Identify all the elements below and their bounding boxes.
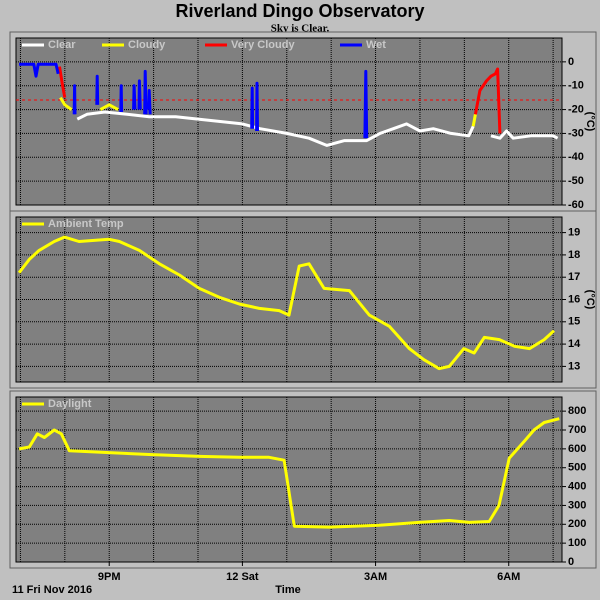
y-tick-label: 600 [568,443,586,455]
y-axis-label: (°C) [584,290,596,310]
y-tick-label: -50 [568,175,584,187]
data-line [18,417,560,529]
y-tick-label: 400 [568,480,586,492]
data-line [58,66,502,134]
y-tick-label: -10 [568,80,584,92]
y-tick-label: -30 [568,127,584,139]
y-tick-label: 300 [568,499,586,511]
x-tick-label: 3AM [364,571,387,583]
x-tick-label: 9PM [98,571,121,583]
legend-label: Wet [366,39,386,51]
date-label: 11 Fri Nov 2016 [12,584,92,596]
data-line [19,62,369,139]
data-line [17,235,556,371]
y-tick-label: -40 [568,151,584,163]
y-tick-label: 16 [568,293,580,305]
y-tick-label: 15 [568,316,580,328]
y-tick-label: 19 [568,227,580,239]
y-tick-label: 14 [568,338,581,350]
legend-label: Cloudy [128,39,166,51]
y-tick-label: 800 [568,405,586,417]
data-line [59,96,477,127]
plot-area [15,37,563,206]
y-tick-label: 100 [568,537,586,549]
plot-area [15,396,563,563]
y-tick-label: -60 [568,199,584,211]
y-axis-label: (°C) [584,112,596,132]
chart-title: Riverland Dingo Observatory [175,1,424,21]
legend-label: Daylight [48,398,92,410]
y-tick-label: 500 [568,462,586,474]
y-tick-label: 0 [568,56,574,68]
x-tick-label: 6AM [497,571,520,583]
y-tick-label: 200 [568,518,586,530]
data-line [76,110,559,147]
legend-label: Very Cloudy [231,39,295,51]
legend-label: Clear [48,39,76,51]
y-tick-label: 0 [568,556,574,568]
y-tick-label: -20 [568,103,584,115]
x-axis-label: Time [275,584,300,596]
y-tick-label: 700 [568,424,586,436]
y-tick-label: 13 [568,360,580,372]
y-tick-label: 17 [568,271,580,283]
legend-label: Ambient Temp [48,218,124,230]
y-tick-label: 18 [568,249,580,261]
x-tick-label: 12 Sat [226,571,259,583]
